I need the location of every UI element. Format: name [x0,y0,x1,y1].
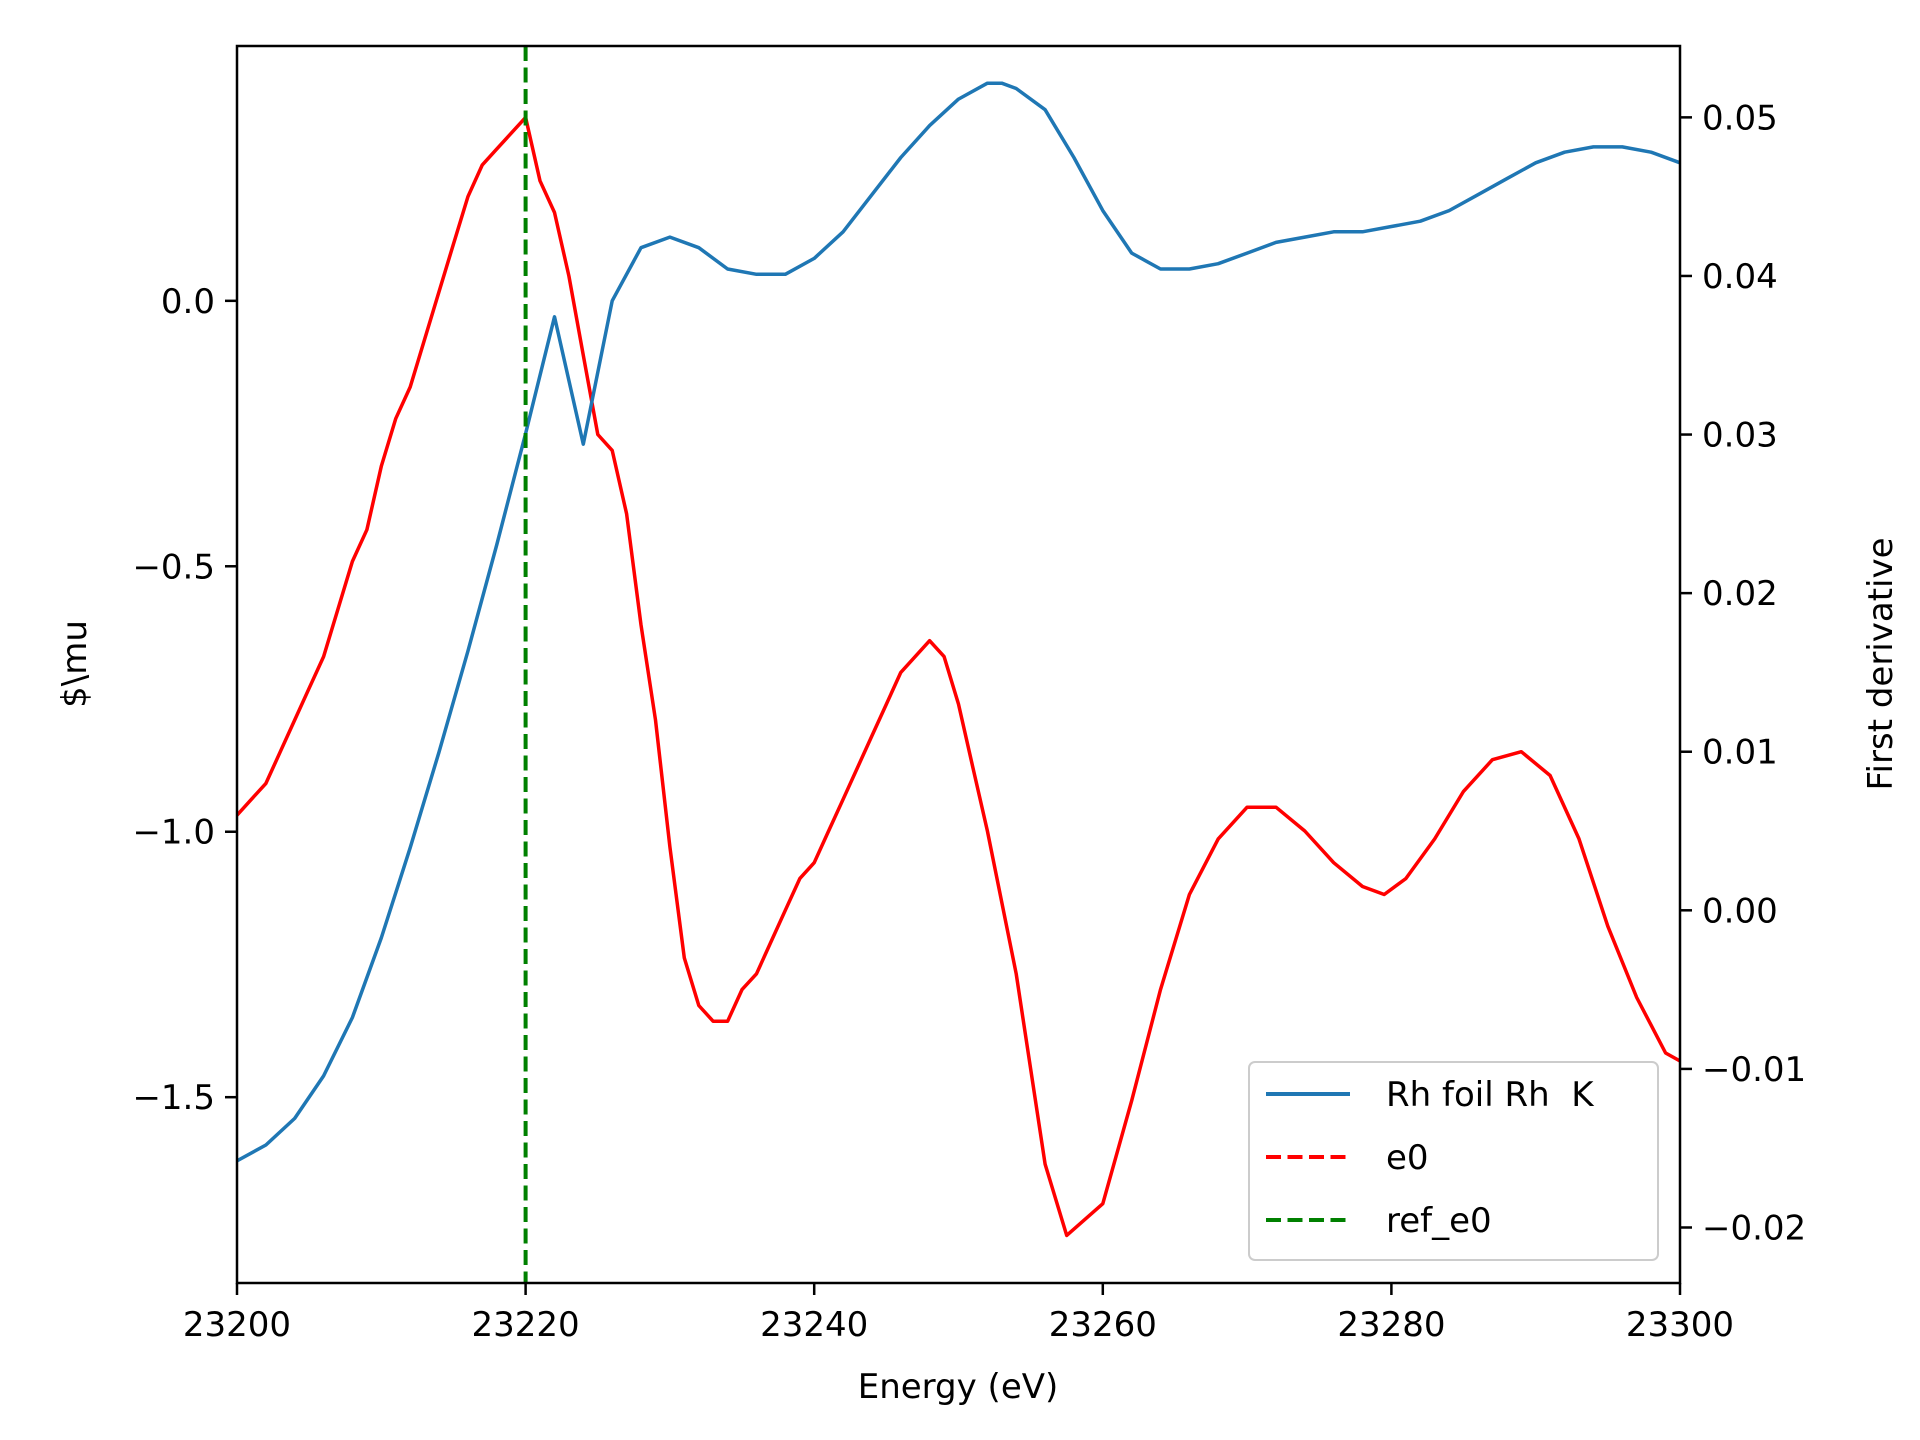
legend: Rh foil Rh K e0 ref_e0 [1248,1061,1659,1261]
right-y-tick-label: 0.03 [1702,416,1778,456]
mu-line [237,81,1680,1163]
right-y-tick-label: 0.05 [1702,98,1778,138]
right-y-tick-label: −0.02 [1702,1208,1806,1248]
x-tick-label: 23260 [1049,1305,1157,1345]
x-tick-label: 23200 [183,1305,291,1345]
left-y-axis: 0.0 −0.5 −1.0 −1.5 [132,282,237,1118]
left-y-axis-label: $\mu [55,620,95,708]
derivative-line [237,115,1680,1238]
legend-label-ref-e0: ref_e0 [1386,1201,1492,1241]
x-tick-label: 23220 [472,1305,580,1345]
legend-label-mu: Rh foil Rh K [1386,1075,1595,1115]
right-y-tick-label: 0.00 [1702,891,1778,931]
left-y-tick-label: −1.5 [132,1078,215,1118]
plot-frame [235,44,1682,1285]
x-axis: 23200 23220 23240 23260 23280 23300 [183,1283,1734,1345]
right-y-tick-label: 0.02 [1702,574,1778,614]
left-y-tick-label: 0.0 [161,282,215,322]
right-y-tick-label: 0.01 [1702,733,1778,773]
legend-label-e0: e0 [1386,1138,1429,1178]
right-y-tick-label: 0.04 [1702,257,1778,297]
right-y-axis: 0.05 0.04 0.03 0.02 0.01 0.00 −0.01 −0.02 [1680,98,1806,1248]
right-y-tick-label: −0.01 [1702,1050,1806,1090]
x-tick-label: 23280 [1337,1305,1445,1345]
left-y-tick-label: −1.0 [132,813,215,853]
left-y-tick-label: −0.5 [132,547,215,587]
x-tick-label: 23300 [1626,1305,1734,1345]
series-layer [237,46,1680,1283]
legend-box [1248,1061,1659,1261]
right-y-axis-label: First derivative [1861,537,1901,790]
x-axis-label: Energy (eV) [858,1367,1059,1407]
x-tick-label: 23240 [760,1305,868,1345]
